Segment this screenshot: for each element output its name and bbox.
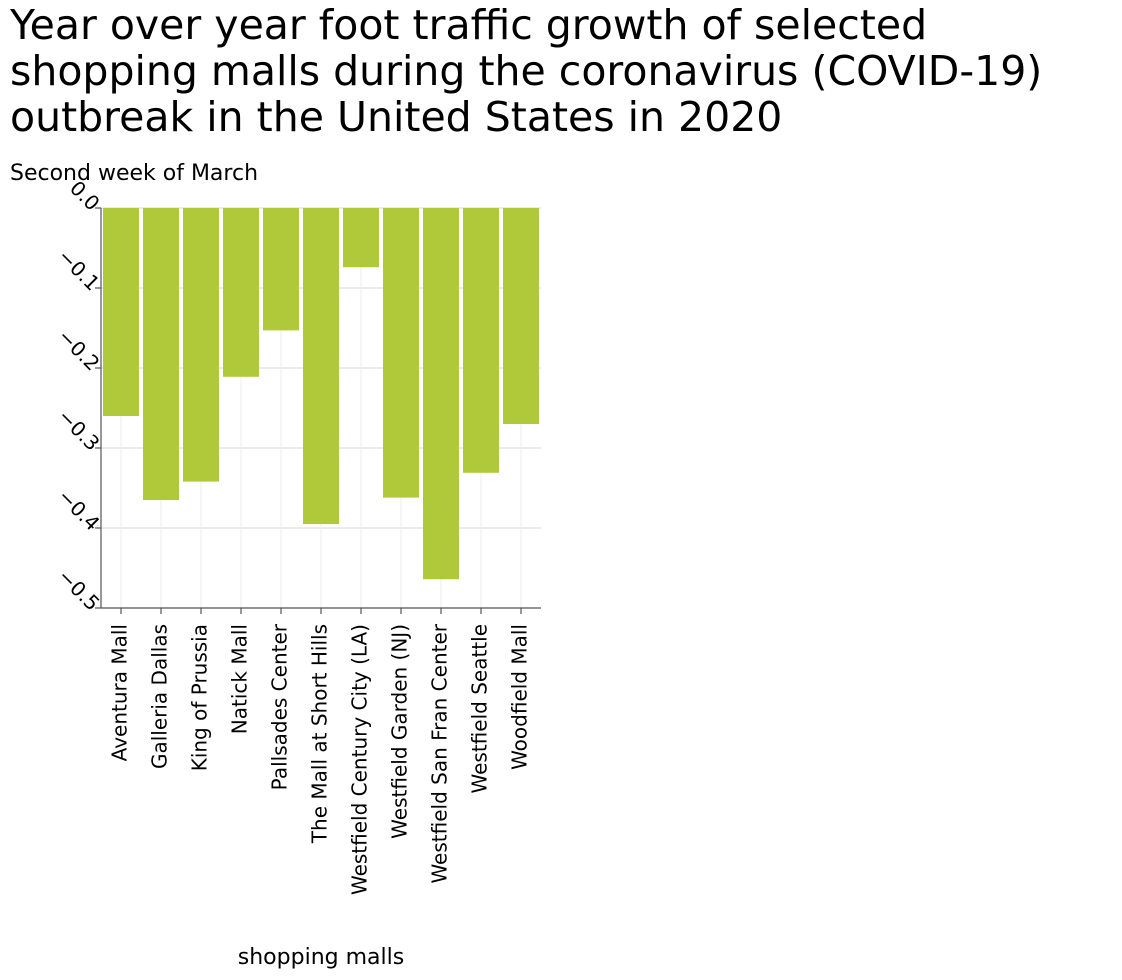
y-ticks: 0.0−0.1−0.2−0.3−0.4−0.5 [53,176,104,615]
bar [303,208,339,524]
x-tick-label: Natick Mall [228,624,252,734]
bars [103,208,539,580]
chart-title-line: shopping malls during the coronavirus (C… [10,47,1043,95]
x-tick-label: Galleria Dallas [148,624,172,769]
x-tick-label: Westfield Seattle [468,624,492,793]
x-tick-label: Woodfield Mall [508,624,532,770]
x-tick-label: Westfield San Fran Center [428,623,452,883]
chart-title-line: outbreak in the United States in 2020 [10,93,783,141]
bar [223,208,259,377]
x-tick-label: King of Prussia [188,624,212,771]
bar [503,208,539,424]
bar [423,208,459,580]
x-tick-label: The Mall at Short Hills [308,624,332,844]
chart-title-line: Year over year foot traffic growth of se… [10,1,928,49]
bar [103,208,139,416]
bar [343,208,379,268]
x-tick-label: Westfield Garden (NJ) [388,624,412,839]
bar [183,208,219,482]
bar [143,208,179,500]
y-axis-label: Second week of March [10,161,258,186]
x-ticks: Aventura Mall Galleria Dallas King of Prus… [108,608,532,895]
x-tick-label: Westfield Century City (LA) [348,624,372,895]
x-axis-label: shopping malls [238,945,404,970]
bar [263,208,299,331]
bar [463,208,499,473]
bar [383,208,419,498]
x-tick-label: Aventura Mall [108,624,132,761]
chart-title: Year over year foot traffic growth of se… [10,2,1120,140]
x-tick-label: Pallsades Center [268,623,292,790]
